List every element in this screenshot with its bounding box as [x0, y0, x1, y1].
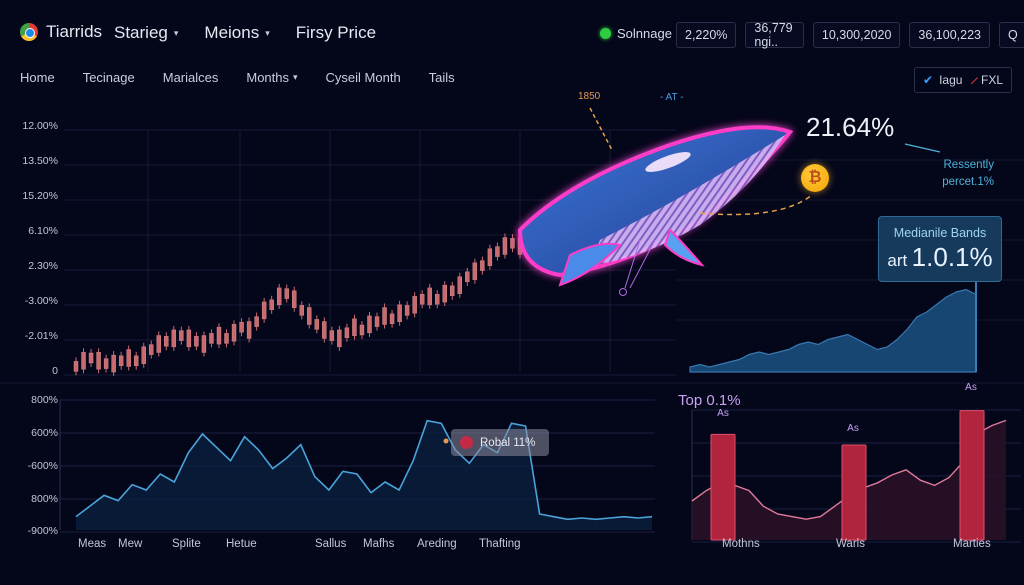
y-tick: 800%: [31, 394, 58, 406]
chevron-down-icon: ▾: [265, 27, 270, 38]
nav-label: Meions: [204, 23, 260, 42]
candle-plot: [64, 129, 676, 377]
top-bar-chart: Mothns Warls Marties: [676, 390, 1024, 585]
subnav-label: Tails: [428, 70, 455, 85]
y-tick: -2.01%: [24, 330, 58, 342]
y-tick: -900%: [27, 525, 58, 537]
annotation-marker-icon: [619, 288, 627, 296]
median-prefix: art: [887, 251, 908, 270]
y-tick: 15.20%: [22, 190, 58, 202]
status-dot-icon: [600, 28, 611, 39]
headline-percent: 21.64%: [806, 112, 895, 142]
y-tick: 13.50%: [22, 155, 58, 167]
series-dot-icon: [460, 436, 473, 449]
bar-plot: [691, 409, 1021, 543]
recent-note-line2: percet.1%: [942, 176, 994, 188]
x-tick: Hetue: [226, 538, 257, 550]
x-tick: Splite: [172, 538, 201, 550]
bitcoin-icon: ₿: [801, 164, 829, 192]
bar-label: As: [717, 408, 729, 419]
top-bar: Tiarrids Starieg ▾ Meions ▾ Firsy Price …: [0, 0, 1024, 66]
subnav-item-marialces[interactable]: Marialces: [163, 70, 219, 85]
annotation-at: - AT -: [660, 92, 684, 103]
search-button[interactable]: Q: [998, 22, 1024, 48]
metric-box[interactable]: 2,220%: [676, 22, 737, 48]
x-tick: Warls: [836, 538, 865, 550]
search-icon: Q: [1007, 28, 1018, 42]
nav-label: Firsy Price: [295, 23, 377, 42]
x-tick: Marties: [953, 538, 991, 550]
bar-label: As: [965, 382, 977, 393]
x-tick: Sallus: [315, 538, 347, 550]
median-card-title: Medianile Bands: [893, 226, 987, 240]
sub-nav: Home Tecinage Marialces Months ▾ Cyseil M…: [20, 70, 483, 85]
subnav-label: Home: [20, 70, 55, 85]
subnav-label: Cyseil Month: [325, 70, 401, 85]
nav-label: Starieg: [114, 23, 168, 42]
tooltip-label: Robal 11%: [480, 436, 536, 449]
median-card-value: art 1.0.1%: [879, 242, 1001, 273]
metric-box[interactable]: 36,779 ngi..: [745, 21, 804, 49]
recent-note: Ressently percet.1%: [930, 157, 994, 191]
nav-item-meions[interactable]: Meions ▾: [204, 23, 269, 43]
status-indicator: Solnnage: [600, 26, 672, 41]
metric-box[interactable]: 10,300,2020: [812, 22, 901, 48]
brand[interactable]: Tiarrids: [20, 22, 102, 42]
x-tick: Mothns: [722, 538, 760, 550]
whale-icon: [517, 125, 794, 289]
annotation-1850: 1850: [578, 91, 601, 102]
check-icon: ✔: [923, 73, 934, 87]
x-tick: Meas: [78, 538, 107, 550]
subnav-item-cyseil-month[interactable]: Cyseil Month: [326, 70, 401, 85]
top-nav: Starieg ▾ Meions ▾ Firsy Price: [114, 23, 376, 43]
chevron-down-icon: ▾: [293, 72, 298, 82]
chart-legend: ✔ Iagu FXL: [914, 67, 1012, 93]
subnav-item-home[interactable]: Home: [20, 70, 55, 85]
median-bands-card: Medianile Bands art 1.0.1%: [878, 216, 1002, 282]
chevron-down-icon: ▾: [173, 27, 179, 38]
bottom-line-chart: 800% 600% -600% 800% -900% Meas Mew Spli…: [0, 390, 660, 585]
status-label: Solnnage: [617, 26, 672, 41]
y-tick: -3.00%: [24, 295, 58, 307]
y-tick: -600%: [27, 460, 58, 472]
recent-note-line1: Ressently: [943, 159, 995, 171]
subnav-label: Tecinage: [82, 70, 135, 85]
legend-label[interactable]: Iagu: [939, 73, 963, 87]
nav-item-firsy-price[interactable]: Firsy Price: [296, 23, 376, 43]
diamond-icon: [971, 76, 979, 84]
metric-box[interactable]: 36,100,223: [909, 22, 990, 48]
top-chart-title: Top 0.1%: [678, 392, 741, 409]
subnav-item-tails[interactable]: Tails: [429, 70, 455, 85]
y-tick: 12.00%: [22, 120, 58, 132]
metric-boxes: 2,220% 36,779 ngi.. 10,300,2020 36,100,2…: [676, 21, 1024, 49]
subnav-item-months[interactable]: Months ▾: [246, 70, 297, 85]
y-tick: 6.10%: [28, 225, 58, 237]
line-plot: [59, 399, 655, 533]
whale-illustration: [480, 90, 820, 310]
brand-name: Tiarrids: [46, 22, 103, 41]
x-tick: Mafhs: [363, 538, 395, 550]
y-tick: 600%: [31, 427, 58, 439]
legend-label[interactable]: FXL: [980, 73, 1003, 87]
y-tick: 800%: [31, 493, 58, 505]
x-tick: Mew: [118, 538, 143, 550]
subnav-label: Months: [246, 70, 289, 85]
y-tick: 2.30%: [28, 260, 58, 272]
browser-logo-icon: [20, 23, 38, 41]
nav-item-starieg[interactable]: Starieg ▾: [114, 23, 178, 43]
bar-label: As: [847, 423, 859, 434]
candlestick-chart: 12.00% 13.50% 15.20% 6.10% 2.30% -3.00% …: [0, 110, 680, 380]
subnav-item-tecinage[interactable]: Tecinage: [83, 70, 135, 85]
x-tick: Areding: [417, 538, 457, 550]
median-number: 1.0.1%: [911, 242, 993, 272]
x-tick: Thafting: [479, 538, 521, 550]
y-tick: 0: [52, 365, 58, 377]
subnav-label: Marialces: [162, 70, 219, 85]
data-tooltip: Robal 11%: [451, 429, 549, 456]
